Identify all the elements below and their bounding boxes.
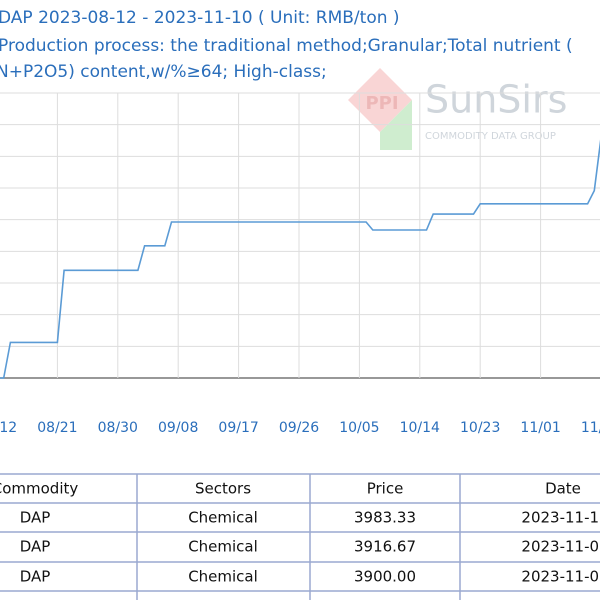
table-cell: DAP bbox=[20, 509, 51, 527]
table-header: Date bbox=[545, 480, 581, 498]
table-cell: Chemical bbox=[188, 509, 258, 527]
table-header: Price bbox=[367, 480, 404, 498]
x-tick-label: 08/12 bbox=[0, 420, 17, 436]
chart-title: DAP 2023-08-12 - 2023-11-10 ( Unit: RMB/… bbox=[0, 8, 400, 28]
x-tick-label: 10/23 bbox=[460, 420, 500, 436]
table-cell: 2023-11-08 bbox=[521, 568, 600, 586]
x-tick-label: 10/14 bbox=[400, 420, 440, 436]
subtitle: N+P2O5) content,w/%≥64; High-class; bbox=[0, 62, 327, 82]
x-tick-label: 08/30 bbox=[98, 420, 138, 436]
x-tick-label: 11/01 bbox=[520, 420, 560, 436]
table-cell: 2023-11-10 bbox=[521, 509, 600, 527]
table-cell: Chemical bbox=[188, 538, 258, 556]
table-cell: 3916.67 bbox=[354, 538, 416, 556]
table-cell: 3900.00 bbox=[354, 568, 416, 586]
table-header: Sectors bbox=[195, 480, 251, 498]
watermark: PPI SunSirs COMMODITY DATA GROUP bbox=[348, 68, 567, 150]
x-tick-label: 10/05 bbox=[339, 420, 379, 436]
tagline: COMMODITY DATA GROUP bbox=[425, 131, 556, 142]
x-tick-label: 09/26 bbox=[279, 420, 319, 436]
x-tick-label: 09/08 bbox=[158, 420, 198, 436]
table-cell: 2023-11-09 bbox=[521, 538, 600, 556]
table-cell: DAP bbox=[20, 568, 51, 586]
x-tick-label: 11/10 bbox=[581, 420, 600, 436]
table-header: Commodity bbox=[0, 480, 78, 498]
table-cell: DAP bbox=[20, 538, 51, 556]
logo-shape bbox=[348, 68, 412, 132]
subtitle: Production process: the traditional meth… bbox=[0, 36, 573, 56]
table-cell: 3983.33 bbox=[354, 509, 416, 527]
data-line bbox=[0, 139, 600, 379]
x-tick-label: 08/21 bbox=[37, 420, 77, 436]
x-tick-label: 09/17 bbox=[218, 420, 258, 436]
brand: SunSirs bbox=[425, 78, 567, 122]
table-cell: Chemical bbox=[188, 568, 258, 586]
logo-text: PPI bbox=[365, 93, 398, 114]
